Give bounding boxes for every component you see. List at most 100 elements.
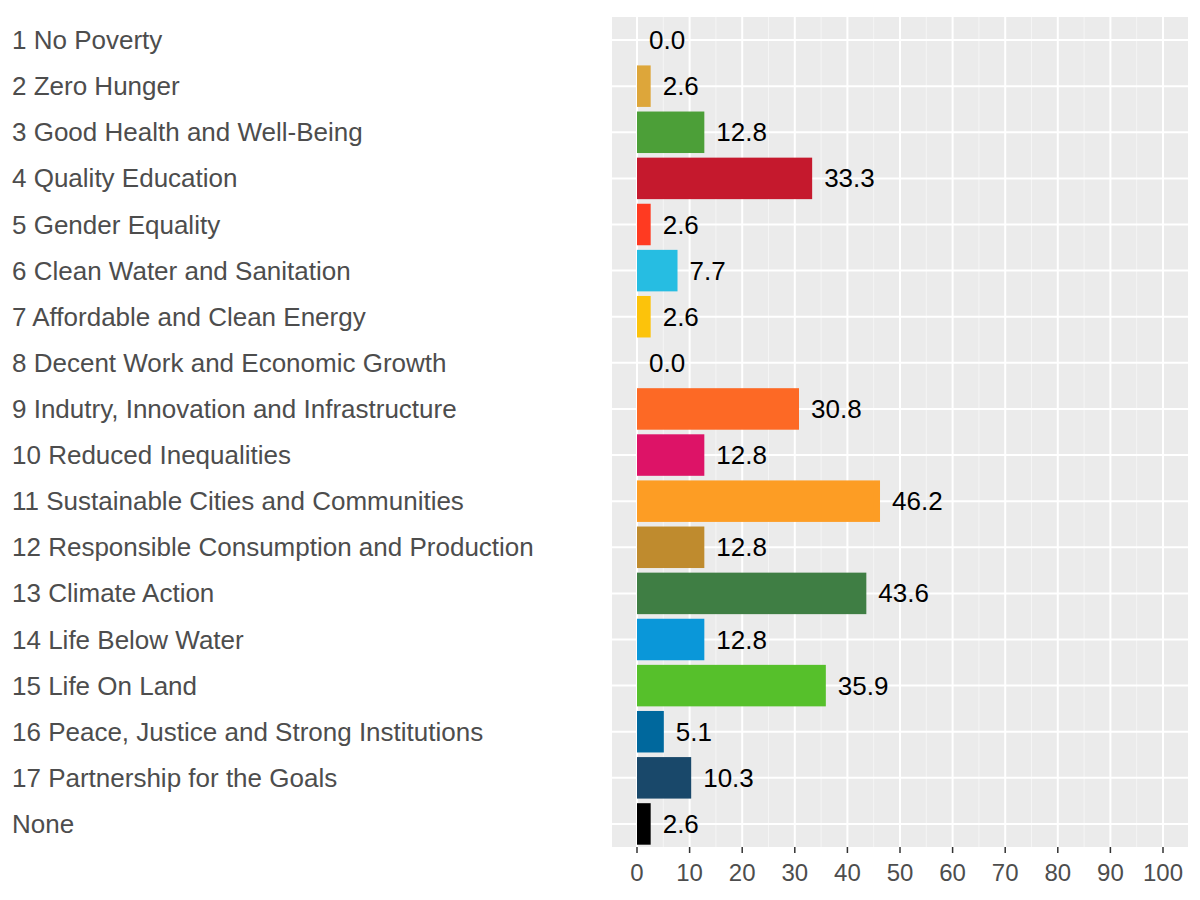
data-label: 0.0 [649,25,685,55]
bar [637,65,651,107]
data-label: 46.2 [892,486,943,516]
minor-grid-line [978,17,979,847]
minor-grid-line [1136,17,1137,847]
data-labels: 0.0 2.6 12.8 33.3 2.6 7.7 2.6 0.0 30.8 12.8 46.2 12… [649,25,943,839]
bar [637,296,651,338]
category-label: 8 Decent Work and Economic Growth [12,348,446,378]
data-label: 5.1 [676,717,712,747]
data-label: 43.6 [878,578,929,608]
data-label: 2.6 [663,210,699,240]
tick-mark [1110,847,1112,853]
tick-mark [1057,847,1059,853]
bars [637,65,880,844]
tick-label: 50 [887,859,914,886]
bar [637,573,866,615]
category-label: 6 Clean Water and Sanitation [12,256,351,286]
bar [637,388,799,430]
grid-line [952,17,954,847]
data-label: 12.8 [716,532,767,562]
data-label: 2.6 [663,809,699,839]
data-label: 2.6 [663,302,699,332]
data-label: 2.6 [663,71,699,101]
category-label: 16 Peace, Justice and Strong Institution… [12,717,483,747]
bar [637,434,704,476]
bar [637,803,651,845]
category-label: 12 Responsible Consumption and Productio… [12,532,534,562]
data-label: 35.9 [838,671,889,701]
grid-line [846,17,848,847]
tick-mark [741,847,743,853]
minor-grid-line [821,17,822,847]
x-axis: 0102030405060708090100 [630,847,1183,886]
data-label: 7.7 [690,256,726,286]
category-label: 11 Sustainable Cities and Communities [12,486,464,516]
category-label: 10 Reduced Inequalities [12,440,291,470]
tick-mark [689,847,691,853]
grid-line [1162,17,1164,847]
tick-mark [794,847,796,853]
bar [637,204,651,246]
data-label: 30.8 [811,394,862,424]
tick-label: 100 [1143,859,1183,886]
bar [637,665,826,707]
tick-label: 70 [992,859,1019,886]
tick-label: 30 [781,859,808,886]
category-label: 5 Gender Equality [12,210,220,240]
tick-mark [1004,847,1006,853]
minor-grid-line [926,17,927,847]
minor-grid-line [1031,17,1032,847]
data-label: 10.3 [703,763,754,793]
grid-line [794,17,796,847]
grid-line-category [612,362,1188,364]
grid-line [1109,17,1111,847]
bar [637,112,704,153]
bar [637,757,691,799]
bar [637,527,704,569]
tick-mark [952,847,954,853]
tick-label: 80 [1044,859,1071,886]
data-label: 0.0 [649,348,685,378]
bar [637,711,664,753]
tick-mark [636,847,638,853]
tick-label: 0 [630,859,643,886]
grid [612,17,1188,847]
plot-panel [612,17,1188,847]
minor-grid-line [1084,17,1085,847]
grid-line [899,17,901,847]
category-label: 2 Zero Hunger [12,71,180,101]
category-label: 7 Affordable and Clean Energy [12,302,366,332]
bar [637,342,638,384]
data-label: 12.8 [716,440,767,470]
category-labels: 1 No Poverty 2 Zero Hunger 3 Good Health a… [12,25,534,839]
data-label: 33.3 [824,163,875,193]
category-label: 15 Life On Land [12,671,197,701]
tick-mark [847,847,849,853]
data-label: 12.8 [716,117,767,147]
category-label: 9 Indutry, Innovation and Infrastructure [12,394,457,424]
data-label: 12.8 [716,625,767,655]
tick-label: 20 [729,859,756,886]
tick-mark [899,847,901,853]
bar [637,19,638,61]
tick-label: 40 [834,859,861,886]
chart: 0.0 2.6 12.8 33.3 2.6 7.7 2.6 0.0 30.8 12.8 46.2 12… [0,0,1200,900]
minor-grid-line [873,17,874,847]
grid-line-category [612,777,1188,779]
category-label: 14 Life Below Water [12,625,244,655]
tick-label: 90 [1097,859,1124,886]
category-label: None [12,809,74,839]
minor-grid-line [768,17,769,847]
category-label: 17 Partnership for the Goals [12,763,337,793]
bar [637,158,812,200]
bar [637,619,704,661]
category-label: 3 Good Health and Well-Being [12,117,363,147]
grid-line-category [612,39,1188,41]
tick-label: 60 [939,859,966,886]
category-label: 1 No Poverty [12,25,162,55]
grid-line [1057,17,1059,847]
bar [637,250,678,292]
bar [637,480,880,521]
category-label: 13 Climate Action [12,578,214,608]
category-label: 4 Quality Education [12,163,237,193]
grid-line [1004,17,1006,847]
